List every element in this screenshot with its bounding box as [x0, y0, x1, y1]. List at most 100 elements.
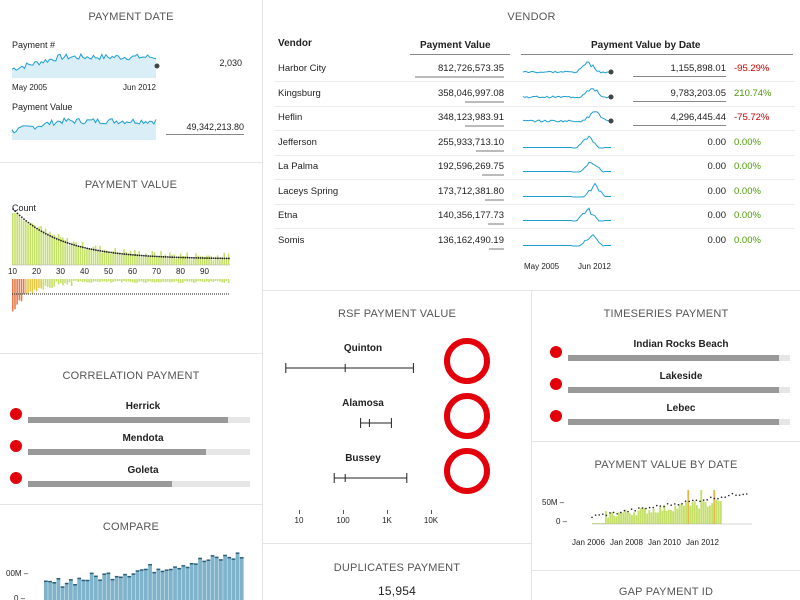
compare-bar-cap	[219, 559, 223, 561]
histogram-bar	[81, 241, 84, 265]
vendor-sparkline[interactable]	[523, 230, 613, 248]
rsf-range[interactable]	[263, 471, 443, 485]
payment-count-sparkline[interactable]	[11, 48, 160, 78]
histogram-dot	[166, 256, 169, 258]
histogram-dot	[40, 230, 43, 233]
correlation-bar[interactable]	[28, 417, 250, 423]
rsf-alert-ring[interactable]	[444, 338, 490, 384]
rsf-panel: RSF PAYMENT VALUE Quinton Alamosa Bussey 1…	[263, 291, 531, 543]
histogram-neg-bar	[197, 279, 199, 282]
histogram-neg-bar	[90, 279, 93, 283]
value-by-date-col-header[interactable]: Payment Value by Date	[591, 40, 701, 51]
histogram-bar	[16, 213, 18, 265]
payment-value-panel: PAYMENT VALUE Count 10 20 30 40 50 60 70 80 90	[0, 163, 262, 353]
vendor-change: 0.00%	[734, 136, 761, 148]
histogram-bar	[184, 256, 186, 265]
histogram-bar	[83, 249, 86, 265]
divider	[0, 162, 262, 163]
timeseries-bar[interactable]	[568, 419, 790, 425]
histogram-bar	[77, 246, 79, 265]
histogram-neg-bar	[40, 279, 42, 289]
histogram-neg-bar	[158, 279, 160, 283]
gap-panel: GAP PAYMENT ID	[532, 571, 800, 600]
vendor-sparkline-dot	[608, 94, 614, 99]
pvbd-trend-dot	[702, 499, 705, 501]
histogram-dot	[162, 255, 165, 258]
vendor-sparkline-line	[523, 161, 611, 173]
vendor-value-bar	[414, 76, 504, 78]
rsf-range[interactable]	[263, 416, 443, 430]
correlation-bar[interactable]	[28, 449, 250, 455]
rsf-alert-ring[interactable]	[444, 393, 490, 439]
vendor-sparkline[interactable]	[523, 181, 613, 199]
histogram-bar	[86, 248, 88, 265]
histogram-tick: 10	[8, 267, 17, 276]
vendor-name[interactable]: Jefferson	[278, 136, 317, 148]
histogram-dot	[175, 256, 178, 259]
vendor-value: 348,123,983.91	[437, 112, 504, 123]
histogram-bar	[197, 255, 199, 265]
histogram-dot	[95, 249, 97, 252]
pvbd-bar	[659, 506, 662, 524]
histogram-neg-bar	[155, 279, 158, 283]
rsf-range[interactable]	[263, 361, 443, 375]
compare-bar-cap	[131, 573, 136, 575]
rsf-alert-ring[interactable]	[444, 448, 490, 494]
payment-value-sparkline[interactable]	[11, 110, 160, 140]
histogram-dot	[177, 256, 180, 259]
vendor-sparkline[interactable]	[523, 132, 613, 150]
histogram-bar	[88, 248, 90, 265]
compare-bar	[223, 555, 227, 600]
vendor-name[interactable]: La Palma	[278, 161, 319, 172]
pvbd-bar	[711, 503, 714, 524]
pvbd-bar	[648, 510, 651, 524]
timeseries-bar[interactable]	[568, 355, 790, 361]
histogram-neg-bar	[53, 279, 55, 287]
pvbd-trend-dot	[688, 500, 690, 503]
histogram-neg-bar	[12, 279, 14, 312]
vendor-sparkline[interactable]	[522, 58, 614, 76]
compare-chart[interactable]	[44, 550, 244, 600]
histogram-bar	[195, 253, 197, 265]
vendor-name[interactable]: Kingsburg	[278, 87, 321, 99]
histogram-dot	[119, 252, 121, 255]
vendor-axis-end: Jun 2012	[578, 262, 611, 271]
compare-bar	[135, 571, 140, 600]
divider	[532, 441, 800, 442]
vendor-sparkline[interactable]	[523, 205, 613, 223]
vendor-sparkline[interactable]	[522, 107, 614, 125]
pvbd-trend-dot	[713, 497, 716, 500]
payment-value-histogram[interactable]	[12, 208, 230, 333]
vendor-name[interactable]: Etna	[278, 210, 298, 221]
timeseries-bar[interactable]	[568, 387, 790, 393]
pvbd-chart[interactable]	[591, 486, 752, 526]
histogram-bar	[188, 257, 191, 265]
payment-date-axis-start: May 2005	[12, 83, 48, 92]
pvbd-bar	[596, 523, 599, 524]
vendor-col-header[interactable]: Vendor	[278, 38, 312, 49]
correlation-bar[interactable]	[28, 481, 250, 487]
histogram-dot	[105, 251, 108, 253]
vendor-title: VENDOR	[507, 11, 556, 23]
histogram-neg-bar	[42, 279, 45, 290]
pvbd-bar	[696, 505, 698, 524]
vendor-name[interactable]: Laceys Spring	[278, 185, 339, 197]
payment-value-col-header[interactable]: Payment Value	[420, 40, 491, 51]
vendor-name[interactable]: Somis	[278, 234, 305, 246]
rsf-axis-tick: 10K	[423, 516, 439, 525]
histogram-bar	[55, 237, 58, 265]
vendor-last-underline	[633, 125, 726, 126]
vendor-name[interactable]: Harbor City	[278, 63, 327, 74]
pvbd-bar	[700, 490, 703, 524]
vendor-sparkline[interactable]	[522, 83, 614, 101]
histogram-neg-bar	[179, 279, 182, 283]
vendor-name[interactable]: Heflin	[278, 112, 303, 123]
rsf-axis-tick: 10	[294, 516, 304, 525]
compare-bar-cap	[185, 566, 190, 569]
vendor-sparkline[interactable]	[523, 156, 613, 174]
pvbd-bar	[631, 515, 633, 524]
histogram-dot	[86, 247, 89, 250]
pvbd-title: PAYMENT VALUE BY DATE	[594, 459, 738, 471]
compare-bar	[173, 567, 177, 600]
compare-bar-cap	[239, 557, 244, 559]
